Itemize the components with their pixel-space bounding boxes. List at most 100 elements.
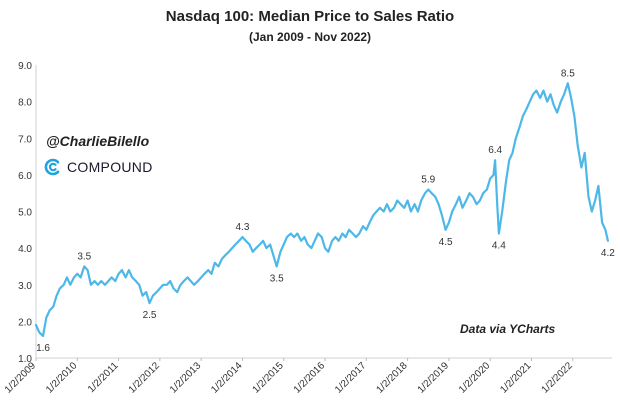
data-point — [542, 90, 545, 92]
data-point — [492, 174, 495, 176]
data-point — [234, 243, 236, 246]
x-tick-label: 1/2/2015 — [251, 360, 287, 396]
data-point — [396, 199, 398, 202]
data-point — [496, 203, 498, 205]
data-label: 1.6 — [36, 343, 50, 354]
data-point — [262, 240, 264, 242]
data-point — [145, 291, 147, 293]
data-point — [535, 90, 538, 92]
data-point — [52, 306, 54, 308]
data-point — [241, 236, 244, 238]
data-point — [121, 269, 123, 271]
x-tick-label: 1/2/2020 — [457, 360, 493, 396]
data-point — [156, 291, 158, 293]
data-point — [489, 177, 491, 180]
company-name: COMPOUND — [67, 159, 153, 175]
data-point — [522, 115, 524, 117]
data-point — [584, 152, 586, 154]
y-tick-label: 6.0 — [18, 171, 32, 182]
data-point — [100, 280, 102, 282]
data-point — [172, 287, 175, 289]
data-point — [203, 273, 206, 275]
data-point — [577, 145, 579, 147]
data-point — [486, 188, 488, 191]
data-point — [59, 287, 61, 289]
data-point — [324, 247, 326, 249]
data-point — [434, 196, 436, 198]
data-point — [159, 287, 161, 289]
data-point — [376, 210, 378, 213]
data-point — [45, 317, 47, 319]
data-point — [407, 199, 409, 202]
data-point — [283, 243, 285, 246]
x-tick-label: 1/2/2017 — [333, 360, 369, 396]
x-tick-label: 1/2/2013 — [168, 360, 204, 396]
data-point — [317, 232, 319, 235]
data-point — [438, 203, 440, 205]
data-point — [451, 210, 453, 213]
data-point — [111, 276, 113, 278]
data-label: 4.5 — [439, 237, 453, 248]
data-point — [190, 280, 192, 282]
y-tick-label: 7.0 — [18, 134, 32, 145]
compound-brand: COMPOUND — [44, 158, 153, 176]
data-point — [479, 199, 481, 202]
data-point — [118, 273, 120, 275]
data-point — [56, 295, 58, 297]
data-point — [445, 229, 447, 231]
data-point — [518, 126, 521, 128]
data-point — [348, 229, 350, 231]
data-point — [97, 284, 99, 286]
data-point — [152, 295, 154, 297]
data-point — [424, 192, 426, 194]
data-point — [379, 207, 381, 209]
data-point — [248, 243, 251, 246]
data-point — [427, 188, 429, 191]
data-label: 3.5 — [270, 273, 284, 284]
data-label: 2.5 — [143, 310, 157, 321]
data-point — [76, 273, 78, 275]
data-point — [94, 280, 96, 282]
data-point — [365, 229, 367, 231]
data-point — [468, 192, 471, 194]
data-point — [338, 240, 340, 242]
data-point — [314, 240, 316, 242]
data-point — [42, 335, 44, 337]
data-point — [529, 101, 531, 103]
data-point — [200, 276, 202, 278]
data-point — [179, 284, 182, 286]
chart-subtitle: (Jan 2009 - Nov 2022) — [248, 30, 372, 44]
data-point — [224, 254, 226, 256]
data-point — [135, 280, 137, 282]
data-point — [403, 207, 405, 209]
data-point — [286, 236, 288, 238]
y-tick-label: 4.0 — [18, 244, 32, 255]
data-point — [345, 236, 347, 238]
data-point — [245, 240, 247, 242]
data-point — [255, 247, 257, 249]
data-point — [104, 284, 106, 286]
data-point — [114, 280, 116, 282]
data-point — [276, 265, 278, 267]
data-point — [83, 265, 85, 267]
data-point — [494, 159, 496, 161]
x-tick-label: 1/2/2022 — [540, 360, 576, 396]
data-point — [372, 214, 374, 216]
x-tick-label: 1/2/2014 — [209, 360, 245, 396]
data-point — [327, 251, 329, 253]
data-point — [549, 93, 552, 95]
data-point — [141, 295, 144, 297]
y-tick-label: 9.0 — [18, 61, 32, 72]
data-point — [148, 302, 151, 304]
data-point — [221, 258, 223, 260]
data-point — [107, 280, 109, 282]
data-point — [35, 324, 37, 326]
data-point — [501, 210, 503, 213]
data-point — [441, 214, 443, 216]
data-point — [341, 232, 343, 235]
data-point — [383, 210, 385, 213]
data-point — [448, 221, 450, 224]
data-point — [228, 251, 230, 253]
x-tick-label: 1/2/2016 — [292, 360, 328, 396]
x-tick-label: 1/2/2018 — [374, 360, 410, 396]
